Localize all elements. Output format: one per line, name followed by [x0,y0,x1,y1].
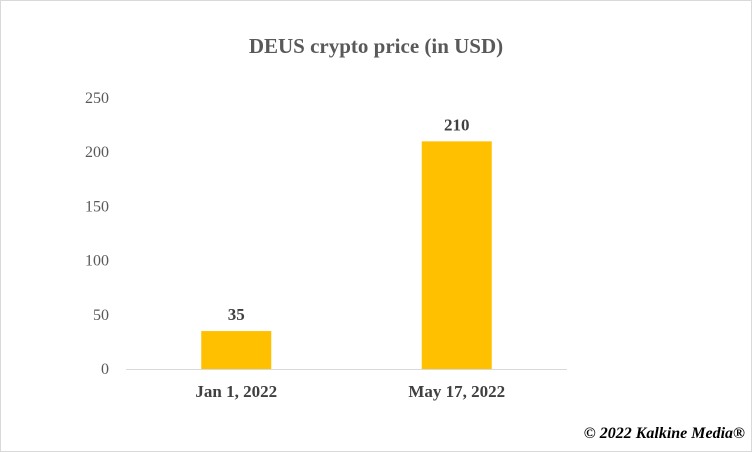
data-label: 35 [228,305,245,324]
y-tick-label: 100 [85,253,109,270]
x-tick-label: May 17, 2022 [408,382,505,401]
y-tick-label: 50 [93,307,109,324]
bar [201,331,272,369]
copyright-notice: © 2022 Kalkine Media® [583,425,745,442]
y-tick-label: 0 [101,361,109,378]
y-tick-label: 250 [85,90,109,107]
bar [421,141,492,369]
y-tick-label: 150 [85,198,109,215]
y-tick-label: 200 [85,144,109,161]
chart-title: DEUS crypto price (in USD) [248,34,504,58]
x-tick-label: Jan 1, 2022 [195,382,277,401]
data-label: 210 [444,115,470,134]
